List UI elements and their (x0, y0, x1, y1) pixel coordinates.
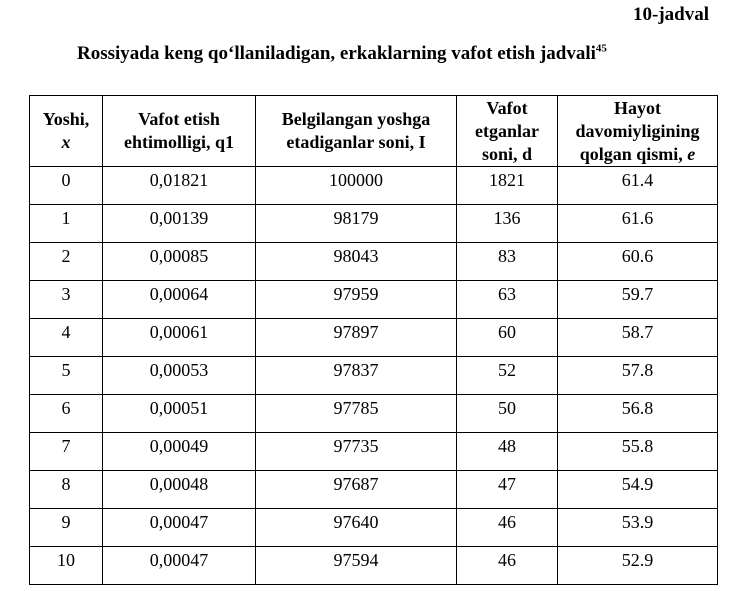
header-death-probability-line2: ehtimolligi, q1 (123, 132, 234, 152)
table-row: 7 0,00049 97735 48 55.8 (29, 432, 718, 471)
cell-deaths: 47 (456, 470, 558, 509)
header-deaths-line1: Vafot (486, 97, 528, 118)
cell-deaths: 48 (456, 432, 558, 471)
header-age-symbol: x (61, 132, 71, 152)
cell-age: 1 (29, 204, 103, 243)
header-life-expectancy-symbol: e (687, 143, 696, 164)
cell-deaths: 83 (456, 242, 558, 281)
header-deaths-line2: etganlar (475, 120, 539, 141)
header-row: Yoshi, x Vafot etish ehtimolligi, q1 Bel… (29, 95, 718, 167)
cell-life-expectancy: 59.7 (557, 280, 718, 319)
cell-death-probability: 0,00061 (102, 318, 256, 357)
cell-survivors: 97687 (255, 470, 457, 509)
cell-life-expectancy: 61.6 (557, 204, 718, 243)
cell-life-expectancy: 54.9 (557, 470, 718, 509)
table-row: 3 0,00064 97959 63 59.7 (29, 280, 718, 319)
cell-survivors: 97897 (255, 318, 457, 357)
cell-life-expectancy: 55.8 (557, 432, 718, 471)
cell-death-probability: 0,00047 (102, 508, 256, 547)
cell-deaths: 52 (456, 356, 558, 395)
mortality-table: Yoshi, x Vafot etish ehtimolligi, q1 Bel… (29, 95, 718, 585)
cell-death-probability: 0,00051 (102, 394, 256, 433)
cell-life-expectancy: 53.9 (557, 508, 718, 547)
header-life-expectancy: Hayot davomiyligining qolgan qismi, e (557, 95, 718, 167)
cell-life-expectancy: 61.4 (557, 166, 718, 205)
cell-survivors: 97640 (255, 508, 457, 547)
cell-age: 8 (29, 470, 103, 509)
cell-life-expectancy: 52.9 (557, 546, 718, 585)
title-text: Rossiyada keng qo‘llaniladigan, erkaklar… (77, 43, 596, 64)
cell-life-expectancy: 57.8 (557, 356, 718, 395)
cell-deaths: 136 (456, 204, 558, 243)
cell-life-expectancy: 56.8 (557, 394, 718, 433)
table-body: 0 0,01821 100000 1821 61.4 1 0,00139 98179 136 61… (29, 166, 718, 585)
header-life-expectancy-line3: qolgan qismi, (579, 143, 688, 164)
page-title: Rossiyada keng qo‘llaniladigan, erkaklar… (77, 43, 607, 65)
cell-death-probability: 0,00139 (102, 204, 256, 243)
header-survivors: Belgilangan yoshga etadiganlar soni, I (255, 95, 457, 167)
cell-survivors: 97735 (255, 432, 457, 471)
cell-survivors: 97785 (255, 394, 457, 433)
cell-death-probability: 0,01821 (102, 166, 256, 205)
header-life-expectancy-line1: Hayot (614, 97, 661, 118)
cell-age: 5 (29, 356, 103, 395)
header-deaths: Vafot etganlar soni, d (456, 95, 558, 167)
table-row: 10 0,00047 97594 46 52.9 (29, 546, 718, 585)
table-row: 1 0,00139 98179 136 61.6 (29, 204, 718, 243)
footnote-marker: 45 (595, 42, 607, 55)
cell-age: 6 (29, 394, 103, 433)
cell-age: 3 (29, 280, 103, 319)
header-age: Yoshi, x (29, 95, 103, 167)
cell-survivors: 98179 (255, 204, 457, 243)
cell-deaths: 50 (456, 394, 558, 433)
cell-age: 10 (29, 546, 103, 585)
header-survivors-line2: etadiganlar soni, I (286, 132, 426, 152)
cell-death-probability: 0,00053 (102, 356, 256, 395)
cell-age: 9 (29, 508, 103, 547)
cell-death-probability: 0,00064 (102, 280, 256, 319)
table-row: 5 0,00053 97837 52 57.8 (29, 356, 718, 395)
cell-death-probability: 0,00048 (102, 470, 256, 509)
table-row: 8 0,00048 97687 47 54.9 (29, 470, 718, 509)
header-age-label: Yoshi, (42, 109, 90, 129)
table-number: 10-jadval (633, 4, 709, 25)
header-deaths-line3: soni, d (481, 143, 533, 164)
header-survivors-line1: Belgilangan yoshga (281, 109, 431, 129)
cell-survivors: 97959 (255, 280, 457, 319)
cell-age: 0 (29, 166, 103, 205)
cell-life-expectancy: 58.7 (557, 318, 718, 357)
table-row: 9 0,00047 97640 46 53.9 (29, 508, 718, 547)
cell-age: 4 (29, 318, 103, 357)
cell-deaths: 46 (456, 508, 558, 547)
cell-survivors: 100000 (255, 166, 457, 205)
table-row: 4 0,00061 97897 60 58.7 (29, 318, 718, 357)
cell-survivors: 97594 (255, 546, 457, 585)
cell-death-probability: 0,00047 (102, 546, 256, 585)
cell-survivors: 97837 (255, 356, 457, 395)
header-death-probability: Vafot etish ehtimolligi, q1 (102, 95, 256, 167)
cell-life-expectancy: 60.6 (557, 242, 718, 281)
cell-deaths: 60 (456, 318, 558, 357)
table-row: 0 0,01821 100000 1821 61.4 (29, 166, 718, 205)
header-life-expectancy-line2: davomiyligining (575, 120, 700, 141)
cell-deaths: 63 (456, 280, 558, 319)
table-row: 2 0,00085 98043 83 60.6 (29, 242, 718, 281)
cell-survivors: 98043 (255, 242, 457, 281)
header-death-probability-line1: Vafot etish (138, 109, 220, 129)
table-row: 6 0,00051 97785 50 56.8 (29, 394, 718, 433)
cell-deaths: 46 (456, 546, 558, 585)
cell-age: 2 (29, 242, 103, 281)
cell-age: 7 (29, 432, 103, 471)
cell-death-probability: 0,00049 (102, 432, 256, 471)
cell-deaths: 1821 (456, 166, 558, 205)
cell-death-probability: 0,00085 (102, 242, 256, 281)
